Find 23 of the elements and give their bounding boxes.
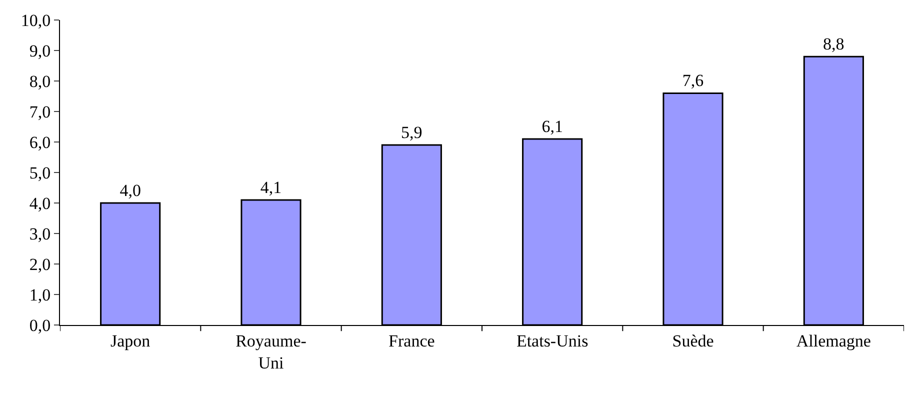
y-tick-label: 0,0 [29,316,51,335]
data-label: 4,1 [260,178,282,197]
data-label: 6,1 [542,116,563,136]
y-tick-label: 7,0 [29,102,51,122]
y-tick-label: 6,0 [29,132,51,152]
y-tick-label: 2,0 [29,254,51,274]
x-tick-label: Suède [672,331,714,350]
x-tick-label: Allemagne [796,331,871,350]
y-tick-label: 5,0 [29,163,51,182]
y-tick-label: 8,0 [29,72,51,91]
y-tick-label: 1,0 [29,285,51,304]
x-tick-label: France [388,331,435,350]
x-tick-label: Etats-Unis [516,331,588,350]
data-label: 7,6 [682,71,704,90]
data-label: 5,9 [401,123,422,142]
data-label: 4,0 [120,181,141,200]
y-tick-label: 9,0 [29,41,51,60]
x-tick-label: Japon [110,331,151,350]
y-tick-label: 10,0 [20,10,51,30]
data-label: 8,8 [823,34,844,54]
x-tick-label: Royaume- Uni [236,331,307,372]
y-tick-label: 4,0 [29,194,51,213]
y-tick-label: 3,0 [29,224,51,244]
